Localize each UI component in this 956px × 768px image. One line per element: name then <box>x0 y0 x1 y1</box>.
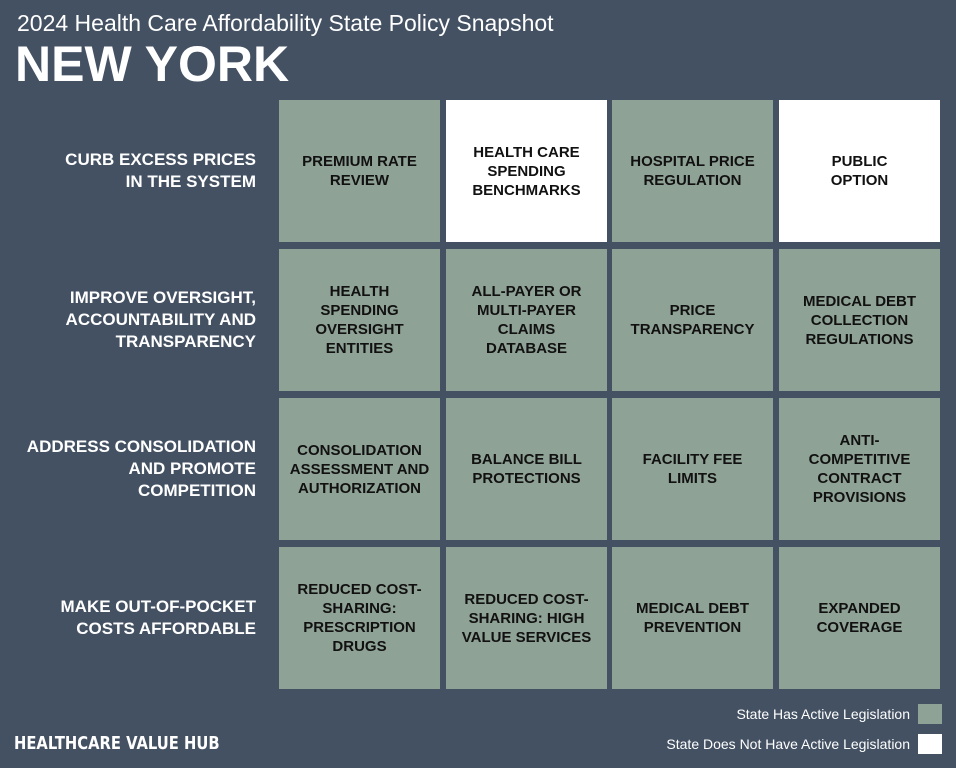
row-label-out-of-pocket: MAKE OUT-OF-POCKET COSTS AFFORDABLE <box>60 597 257 638</box>
policy-cell: MEDICAL DEBT PREVENTION <box>612 547 773 689</box>
policy-cell: HOSPITAL PRICE REGULATION <box>612 100 773 242</box>
row-label-consolidation: ADDRESS CONSOLIDATION AND PROMOTE COMPET… <box>26 437 256 500</box>
policy-cell: REDUCED COST-SHARING: HIGH VALUE SERVICE… <box>446 547 607 689</box>
legend-inactive: State Does Not Have Active Legislation <box>666 734 942 754</box>
policy-cell: BALANCE BILL PROTECTIONS <box>446 398 607 540</box>
row-label-oversight: IMPROVE OVERSIGHT, ACCOUNTABILITY AND TR… <box>65 288 256 351</box>
page-subtitle: 2024 Health Care Affordability State Pol… <box>17 10 554 36</box>
legend-active-swatch <box>918 704 942 724</box>
policy-cell: CONSOLIDATION ASSESSMENT AND AUTHORIZATI… <box>279 398 440 540</box>
legend-inactive-swatch <box>918 734 942 754</box>
policy-cell: MEDICAL DEBT COLLECTION REGULATIONS <box>779 249 940 391</box>
policy-cell: PUBLIC OPTION <box>779 100 940 242</box>
policy-cell: FACILITY FEE LIMITS <box>612 398 773 540</box>
policy-cell: REDUCED COST-SHARING: PRESCRIPTION DRUGS <box>279 547 440 689</box>
row-label-curb-prices: CURB EXCESS PRICES IN THE SYSTEM <box>65 150 256 191</box>
page-title: NEW YORK <box>15 36 290 92</box>
legend-active: State Has Active Legislation <box>736 704 942 724</box>
policy-cell: PRICE TRANSPARENCY <box>612 249 773 391</box>
policy-cell: HEALTH SPENDING OVERSIGHT ENTITIES <box>279 249 440 391</box>
legend-active-label: State Has Active Legislation <box>736 706 910 722</box>
policy-cell: ALL-PAYER OR MULTI-PAYER CLAIMS DATABASE <box>446 249 607 391</box>
policy-cell: HEALTH CARE SPENDING BENCHMARKS <box>446 100 607 242</box>
policy-cell: ANTI-COMPETITIVE CONTRACT PROVISIONS <box>779 398 940 540</box>
policy-cell: EXPANDED COVERAGE <box>779 547 940 689</box>
legend-inactive-label: State Does Not Have Active Legislation <box>666 736 910 752</box>
healthcare-value-hub-logo: HEALTHCARE VALUE HUB <box>14 733 220 754</box>
policy-cell: PREMIUM RATE REVIEW <box>279 100 440 242</box>
